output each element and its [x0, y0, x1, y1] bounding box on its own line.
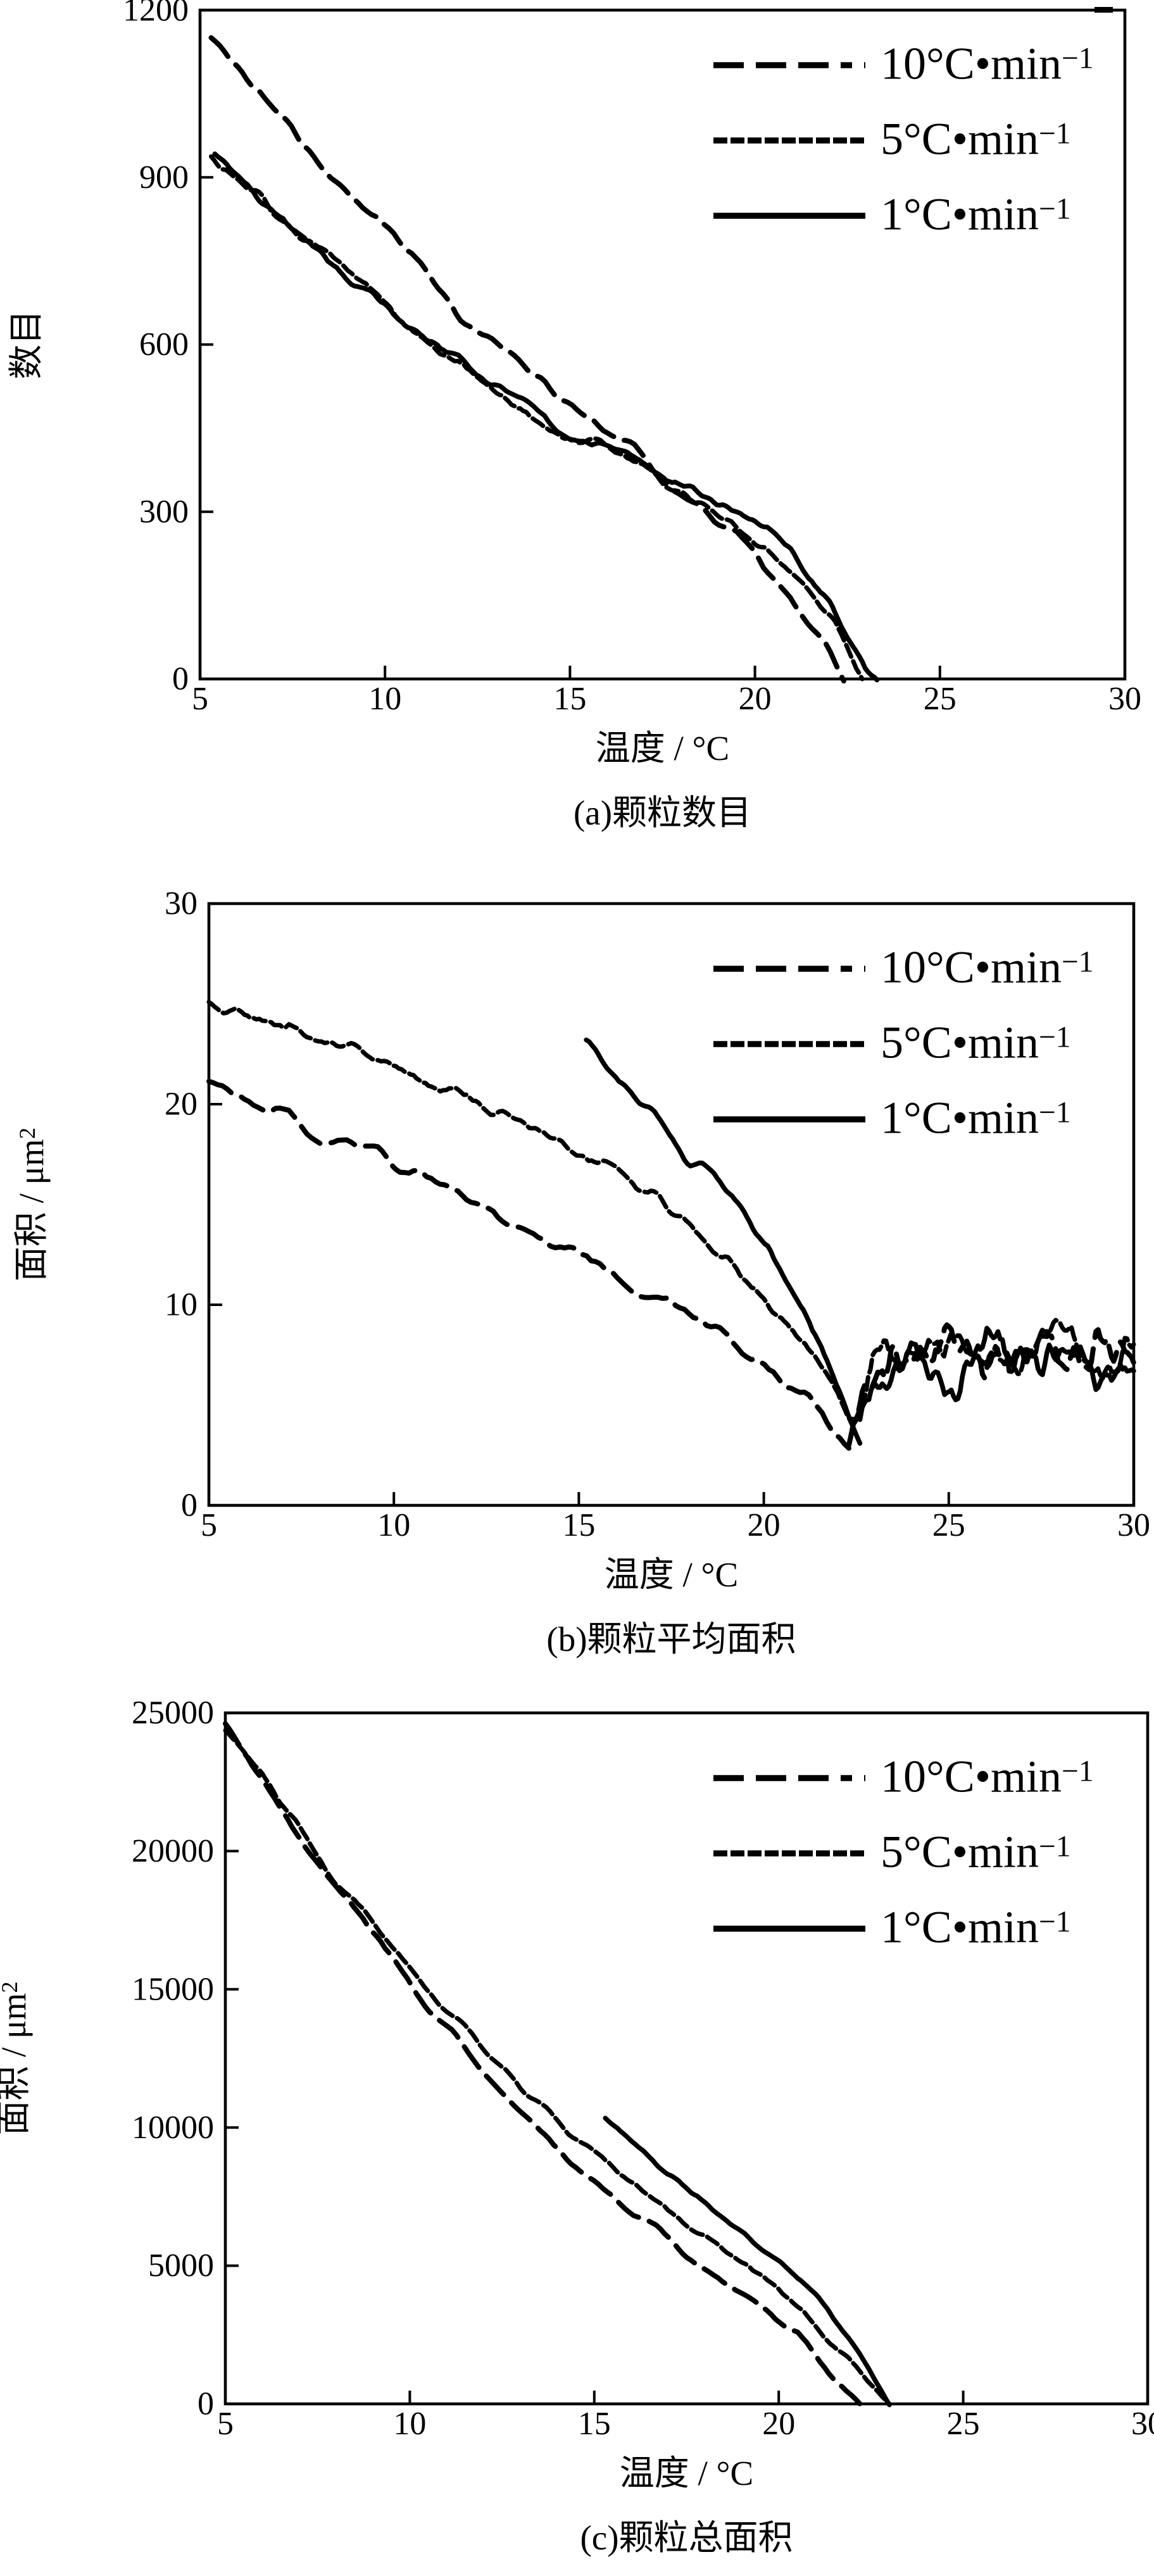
svg-text:面积 / μm2: 面积 / μm2	[12, 1128, 51, 1281]
svg-text:20: 20	[748, 1507, 781, 1543]
svg-text:10: 10	[165, 1287, 198, 1323]
svg-text:0: 0	[198, 2386, 214, 2422]
svg-text:(c)颗粒总面积: (c)颗粒总面积	[580, 2518, 793, 2557]
svg-text:5: 5	[217, 2406, 234, 2442]
svg-text:数目: 数目	[7, 309, 46, 379]
svg-text:25: 25	[947, 2406, 980, 2442]
svg-text:300: 300	[139, 494, 189, 530]
svg-text:15000: 15000	[132, 1971, 214, 2007]
svg-text:面积 / μm2: 面积 / μm2	[0, 1981, 33, 2135]
svg-text:10000: 10000	[132, 2110, 214, 2146]
svg-text:20: 20	[165, 1086, 198, 1123]
svg-text:0: 0	[172, 661, 189, 697]
svg-text:5000: 5000	[148, 2248, 214, 2284]
svg-text:10: 10	[368, 681, 401, 717]
svg-text:30: 30	[1117, 1507, 1150, 1543]
svg-text:15: 15	[562, 1507, 595, 1543]
svg-text:20: 20	[762, 2406, 795, 2442]
svg-text:(b)颗粒平均面积: (b)颗粒平均面积	[546, 1620, 796, 1658]
svg-text:0: 0	[181, 1488, 198, 1524]
svg-text:25: 25	[932, 1507, 965, 1543]
svg-text:25000: 25000	[132, 1695, 214, 1731]
svg-text:30: 30	[1131, 2406, 1154, 2442]
svg-text:10: 10	[393, 2406, 426, 2442]
svg-text:20: 20	[739, 681, 772, 717]
svg-text:30: 30	[1108, 681, 1141, 717]
svg-text:温度 / °C: 温度 / °C	[605, 1555, 738, 1594]
svg-text:5: 5	[201, 1507, 217, 1543]
svg-text:20000: 20000	[132, 1833, 214, 1869]
svg-text:30: 30	[165, 886, 198, 922]
svg-text:15: 15	[553, 681, 586, 717]
svg-text:10: 10	[377, 1507, 410, 1543]
svg-text:5: 5	[192, 681, 208, 717]
svg-text:900: 900	[139, 159, 189, 196]
svg-text:15: 15	[578, 2406, 611, 2442]
svg-text:(a)颗粒数目: (a)颗粒数目	[574, 793, 751, 832]
svg-text:600: 600	[139, 327, 189, 363]
svg-text:温度 / °C: 温度 / °C	[596, 729, 729, 768]
svg-text:25: 25	[924, 681, 956, 717]
svg-text:1200: 1200	[123, 0, 189, 28]
svg-text:温度 / °C: 温度 / °C	[620, 2454, 753, 2492]
